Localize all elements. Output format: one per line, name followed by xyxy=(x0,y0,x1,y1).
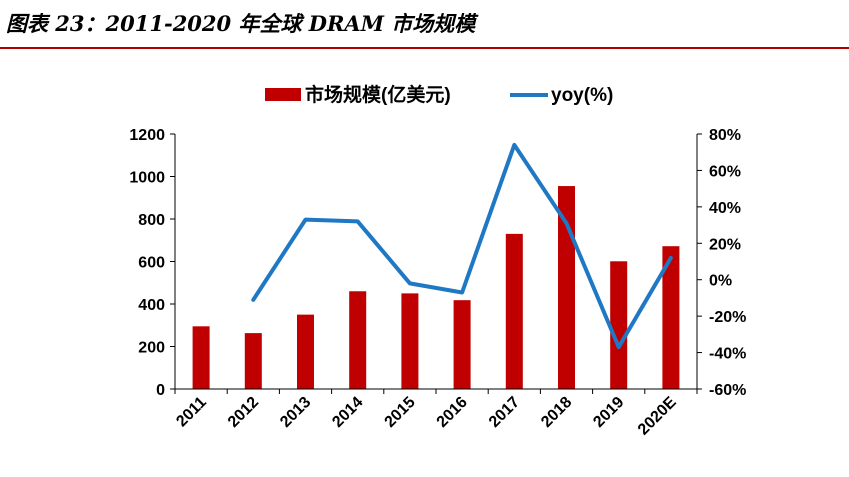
title-divider xyxy=(0,47,849,49)
bar-2013 xyxy=(297,314,314,389)
left-tick-label: 400 xyxy=(138,297,165,314)
right-tick-label: -40% xyxy=(709,346,746,363)
x-tick-label: 2011 xyxy=(173,394,210,431)
x-tick-label: 2019 xyxy=(590,394,627,431)
right-y-axis: -60% -40% -20% 0% 20% 40% 60% 80% xyxy=(696,127,746,399)
legend: 市场规模(亿美元) yoy(%) xyxy=(265,83,613,106)
x-axis: 2011 2012 2013 2014 2015 2016 2017 2018 2019 2020… xyxy=(173,388,698,439)
right-tick-label: 0% xyxy=(709,273,732,290)
right-tick-label: 60% xyxy=(709,163,741,180)
left-tick-label: 800 xyxy=(138,212,165,229)
bar-series xyxy=(192,186,680,389)
bar-2017 xyxy=(505,233,523,389)
bar-2015 xyxy=(401,293,419,389)
line-series xyxy=(251,142,673,350)
right-tick-label: -60% xyxy=(709,382,746,399)
bar-2019 xyxy=(610,261,628,389)
legend-bar-swatch xyxy=(265,88,301,101)
x-tick-label: 2012 xyxy=(225,394,262,431)
left-tick-label: 0 xyxy=(156,382,165,399)
chart-title: 图表 23：2011-2020 年全球 DRAM 市场规模 xyxy=(6,11,476,36)
right-tick-label: -20% xyxy=(709,309,746,326)
bar-2020E xyxy=(662,246,680,389)
x-tick-label: 2017 xyxy=(486,394,523,431)
right-tick-label: 40% xyxy=(709,200,741,217)
x-tick-label: 2016 xyxy=(434,394,471,431)
bar-2012 xyxy=(244,333,262,389)
right-tick-label: 20% xyxy=(709,236,741,253)
bar-2014 xyxy=(349,291,367,389)
x-tick-label: 2014 xyxy=(329,394,366,431)
bar-2011 xyxy=(192,326,210,389)
left-tick-label: 1200 xyxy=(129,127,165,144)
x-tick-label: 2015 xyxy=(382,394,419,431)
x-tick-label: 2013 xyxy=(277,394,314,431)
x-tick-label: 2018 xyxy=(538,394,575,431)
bar-2016 xyxy=(453,300,471,389)
legend-bar-label: 市场规模(亿美元) xyxy=(305,83,451,106)
legend-line-label: yoy(%) xyxy=(551,85,613,106)
left-tick-label: 1000 xyxy=(129,170,165,187)
left-y-axis: 0 200 400 600 800 1000 1200 xyxy=(129,127,176,399)
left-tick-label: 200 xyxy=(138,340,165,357)
left-tick-label: 600 xyxy=(138,255,165,272)
right-tick-label: 80% xyxy=(709,127,741,144)
x-tick-label: 2020E xyxy=(635,394,680,439)
